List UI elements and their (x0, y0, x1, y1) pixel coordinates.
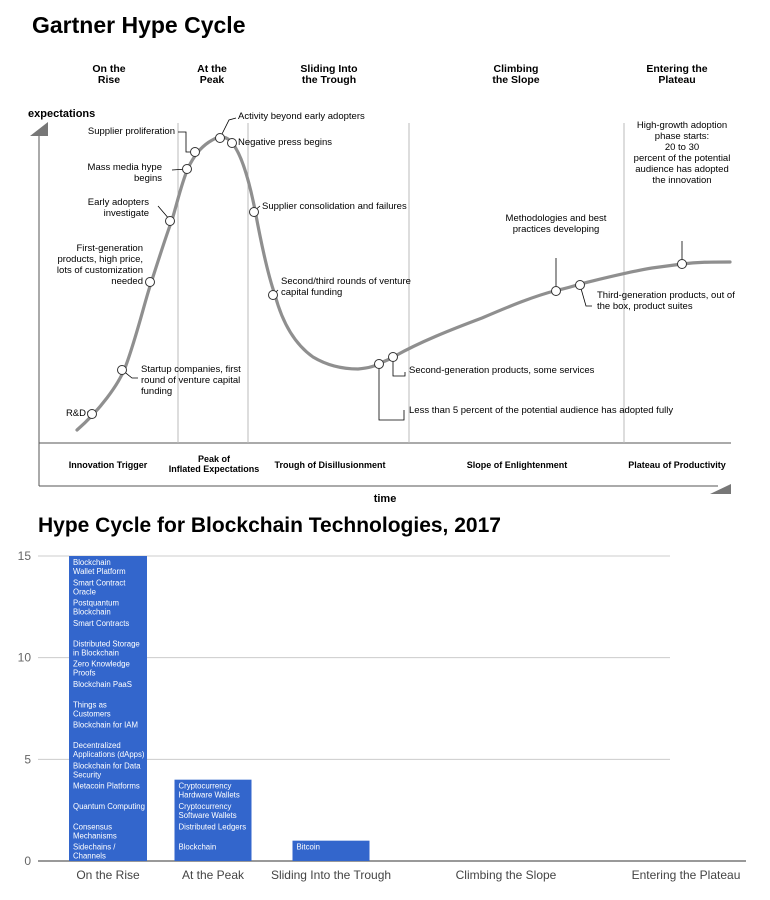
bar-item-label: Cryptocurrency Software Wallets (179, 802, 237, 820)
chart-title: Hype Cycle for Blockchain Technologies, … (38, 514, 501, 537)
y-axis-label: expectations (28, 108, 95, 120)
annotation: First-generation products, high price, lot… (57, 243, 143, 287)
y-axis-arrow (30, 122, 48, 136)
bar (69, 556, 147, 861)
x-axis-label: time (374, 493, 397, 505)
hype-cycle-diagram: On the Rise At the Peak Sliding Into the Trou… (28, 63, 735, 505)
x-category-label: Entering the Plateau (632, 868, 741, 882)
curve-markers (87, 133, 687, 419)
y-tick-label: 0 (24, 854, 31, 868)
phase-header: On the Rise (92, 63, 125, 86)
phase-header: At the Peak (197, 63, 227, 86)
phase-header: Entering the Plateau (646, 63, 707, 86)
bar-item-label: Bitcoin (297, 843, 320, 852)
bar-item-label: Blockchain for IAM (73, 721, 138, 730)
bar-item-label: Blockchain Wallet Platform (73, 558, 126, 576)
bar-item-label: Smart Contract Oracle (73, 578, 126, 596)
bar (292, 840, 370, 861)
x-category-label: On the Rise (76, 868, 140, 882)
y-tick-label: 5 (24, 752, 31, 766)
bar-item-label: Distributed Ledgers (179, 822, 247, 831)
bar-item-label: Blockchain PaaS (73, 680, 132, 689)
bar-item-label: Metacoin Platforms (73, 782, 140, 791)
bar-item-label: Consensus Mechanisms (73, 822, 117, 840)
annotation: Methodologies and best practices developi… (506, 213, 607, 235)
phase-name: Innovation Trigger (69, 460, 148, 470)
bar-item-label: Smart Contracts (73, 619, 129, 628)
bar-item-label: Cryptocurrency Hardware Wallets (179, 782, 240, 800)
phase-name: Trough of Disillusionment (275, 460, 386, 470)
x-axis-arrow (710, 484, 731, 494)
bar-item-label: Blockchain (179, 843, 217, 852)
annotation: Second/third rounds of venture capital fu… (281, 276, 411, 298)
annotation: Early adopters investigate (88, 197, 150, 219)
bar-item-label: Zero Knowledge Proofs (73, 660, 130, 678)
annotation: Supplier proliferation (88, 126, 175, 137)
bar-item-label: Distributed Storage in Blockchain (73, 639, 140, 657)
phase-name: Plateau of Productivity (628, 460, 726, 470)
annotation: Startup companies, first round of venture… (141, 364, 241, 397)
annotation: Supplier consolidation and failures (262, 201, 407, 212)
annotation: High-growth adoption phase starts: 20 to 3… (634, 120, 731, 186)
phase-name: Slope of Enlightenment (467, 460, 568, 470)
bar-item-label: Quantum Computing (73, 802, 145, 811)
bar-item-label: Decentralized Applications (dApps) (73, 741, 145, 759)
annotation: Second-generation products, some service… (409, 365, 595, 376)
annotation: Mass media hype begins (88, 162, 163, 184)
annotation: Negative press begins (238, 137, 332, 148)
phase-name: Peak of Inflated Expectations (169, 454, 260, 474)
phase-header: Climbing the Slope (492, 63, 539, 86)
x-category-label: Sliding Into the Trough (271, 868, 391, 882)
phase-header: Sliding Into the Trough (300, 63, 357, 86)
hype-title: Gartner Hype Cycle (32, 12, 246, 38)
bar (174, 779, 252, 861)
bar-item-label: Blockchain for Data Security (73, 761, 141, 779)
y-tick-label: 10 (18, 651, 32, 665)
bar-item-label: Sidechains / Channels (73, 843, 116, 861)
annotation: Third-generation products, out of the box… (597, 290, 735, 312)
bar-item-label: Postquantum Blockchain (73, 599, 119, 617)
bar-item-label: Things as Customers (73, 700, 111, 718)
annotation: R&D (66, 408, 86, 419)
x-category-label: At the Peak (182, 868, 245, 882)
x-category-label: Climbing the Slope (456, 868, 557, 882)
annotation: Less than 5 percent of the potential aud… (409, 405, 673, 416)
y-tick-label: 15 (18, 549, 32, 563)
annotation: Activity beyond early adopters (238, 111, 365, 122)
